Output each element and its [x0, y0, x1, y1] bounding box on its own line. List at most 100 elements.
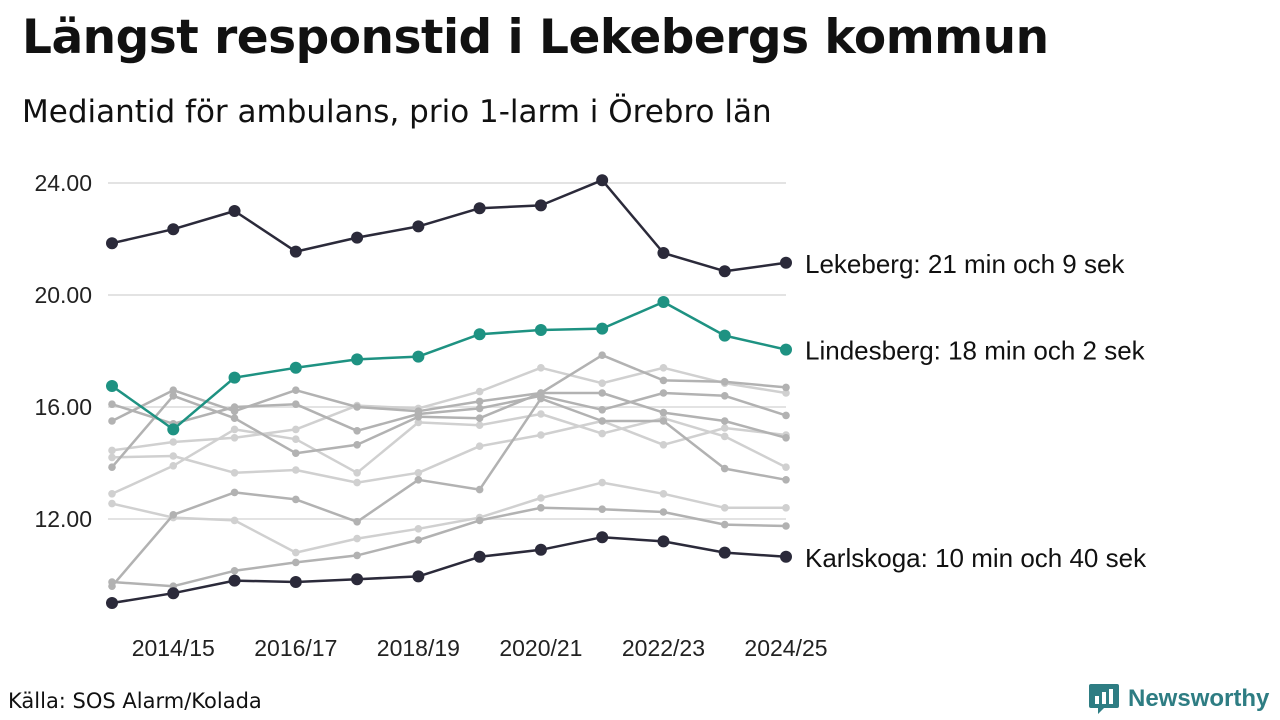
data-point — [473, 202, 486, 215]
data-point — [353, 518, 361, 526]
y-tick-label: 20.00 — [34, 282, 92, 308]
data-point — [412, 220, 425, 233]
data-point — [230, 488, 239, 497]
data-point — [534, 543, 547, 556]
series-line — [111, 397, 787, 588]
data-point — [598, 505, 606, 513]
data-point — [782, 434, 790, 442]
data-point — [108, 453, 116, 462]
data-point — [659, 408, 668, 417]
series-end-labels: Lekeberg: 21 min och 9 sek Lindesberg: 18… — [805, 249, 1147, 573]
data-point — [473, 328, 486, 341]
data-point — [596, 531, 609, 544]
series-line — [111, 353, 787, 423]
data-point — [414, 476, 423, 484]
data-point — [659, 508, 668, 516]
data-point — [230, 469, 239, 477]
y-tick-label: 24.00 — [34, 170, 92, 196]
data-point — [475, 485, 484, 494]
data-point — [598, 379, 606, 388]
data-point — [537, 389, 545, 397]
data-point — [230, 414, 239, 423]
series-line — [111, 481, 786, 554]
series-line — [111, 506, 787, 588]
data-point — [659, 490, 668, 498]
data-point — [167, 587, 180, 600]
data-point — [780, 343, 792, 356]
data-point — [473, 550, 486, 563]
data-point — [782, 383, 790, 392]
muted-series-group — [108, 351, 790, 590]
data-point — [537, 394, 545, 403]
data-point — [289, 245, 302, 258]
series-lekeberg — [106, 174, 792, 278]
data-point — [167, 223, 180, 236]
series-label: Lekeberg: 21 min och 9 sek — [805, 249, 1125, 279]
chart-subtitle: Mediantid för ambulans, prio 1-larm i Ör… — [22, 94, 772, 130]
data-point — [230, 567, 239, 575]
data-point — [780, 256, 792, 269]
data-point — [106, 597, 118, 609]
data-point — [108, 499, 116, 508]
data-point — [720, 520, 729, 529]
data-point — [292, 386, 300, 395]
data-point — [230, 516, 239, 525]
data-point — [537, 431, 545, 439]
data-point — [108, 490, 116, 498]
data-point — [230, 434, 239, 442]
data-point — [534, 324, 547, 336]
data-point — [292, 466, 300, 474]
series-kommun-d — [108, 394, 790, 590]
data-point — [108, 417, 116, 425]
data-point — [598, 478, 606, 487]
newsworthy-logo-icon — [1089, 684, 1119, 714]
data-point — [351, 573, 364, 586]
series-karlskoga — [106, 531, 792, 609]
data-point — [718, 329, 731, 342]
x-axis-tick-labels: 2014/15 2016/17 2018/19 2020/21 2022/23 2024/… — [132, 635, 828, 661]
data-point — [292, 558, 300, 567]
x-tick-label: 2016/17 — [254, 635, 337, 661]
data-point — [537, 364, 545, 372]
data-point — [598, 429, 606, 438]
data-point — [414, 536, 423, 544]
data-point — [228, 574, 241, 587]
data-point — [598, 406, 606, 414]
x-tick-label: 2014/15 — [132, 635, 215, 661]
data-point — [598, 389, 606, 397]
newsworthy-logo: Newsworthy — [1088, 682, 1269, 716]
data-point — [169, 511, 178, 519]
series-kommun-a — [108, 389, 790, 472]
data-point — [353, 469, 361, 477]
brand-name: Newsworthy — [1128, 685, 1270, 712]
data-point — [169, 386, 178, 395]
data-point — [169, 452, 178, 460]
data-point — [598, 417, 606, 425]
data-point — [475, 516, 484, 525]
x-tick-label: 2018/19 — [377, 635, 460, 661]
data-point — [720, 432, 729, 441]
data-point — [782, 476, 790, 484]
data-point — [292, 425, 300, 434]
y-tick-label: 16.00 — [34, 394, 92, 420]
data-point — [720, 417, 729, 425]
data-point — [659, 417, 668, 425]
data-point — [537, 504, 545, 512]
series-lindesberg — [106, 296, 792, 436]
y-axis-tick-labels: 12.00 16.00 20.00 24.00 — [34, 170, 92, 532]
data-point — [289, 361, 302, 374]
data-point — [228, 205, 241, 217]
series-kommun-f — [108, 417, 790, 487]
data-point — [659, 389, 668, 397]
data-point — [412, 350, 425, 363]
data-point — [720, 392, 729, 400]
data-point — [596, 174, 609, 187]
series-line — [111, 412, 787, 495]
data-point — [475, 414, 484, 423]
data-point — [537, 410, 545, 418]
data-point — [659, 376, 668, 385]
data-point — [598, 351, 606, 360]
data-point — [718, 265, 731, 278]
data-point — [657, 535, 670, 548]
